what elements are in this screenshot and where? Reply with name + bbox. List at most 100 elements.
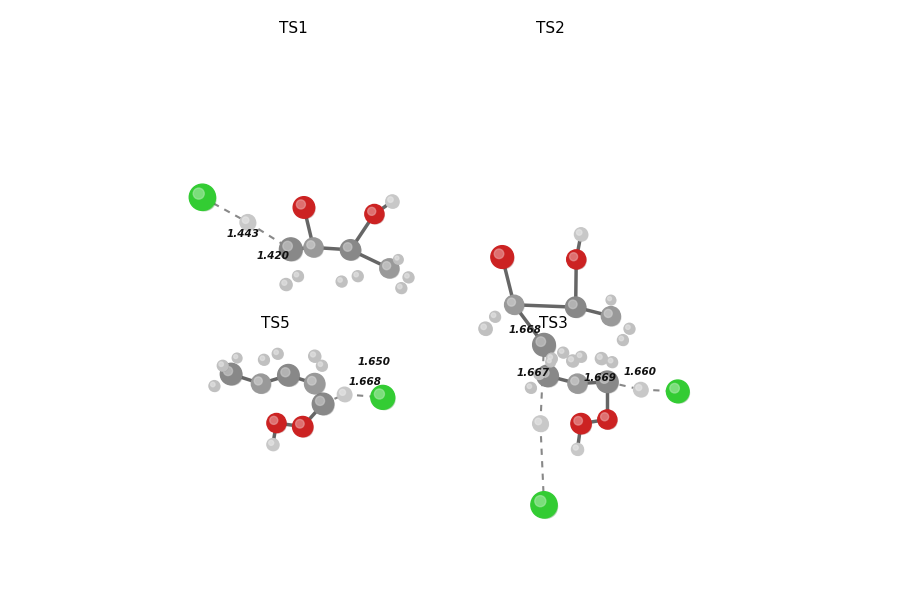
Circle shape (526, 382, 536, 393)
Circle shape (405, 274, 414, 283)
Circle shape (537, 365, 559, 386)
Circle shape (316, 361, 327, 371)
Circle shape (219, 362, 224, 367)
Circle shape (280, 367, 300, 386)
Circle shape (636, 385, 649, 397)
Text: TS3: TS3 (540, 316, 568, 331)
Circle shape (272, 349, 283, 359)
Circle shape (337, 387, 352, 401)
Circle shape (573, 445, 578, 450)
Circle shape (626, 325, 630, 329)
Text: 1.660: 1.660 (624, 367, 657, 377)
Circle shape (547, 359, 551, 363)
Circle shape (318, 362, 322, 367)
Circle shape (193, 188, 204, 199)
Circle shape (267, 413, 286, 433)
Circle shape (548, 355, 557, 364)
Circle shape (269, 416, 278, 424)
Circle shape (570, 253, 578, 261)
Circle shape (670, 383, 690, 403)
Circle shape (221, 364, 242, 385)
Circle shape (634, 382, 648, 397)
Circle shape (495, 249, 504, 259)
Circle shape (576, 230, 582, 235)
Circle shape (243, 217, 249, 223)
Circle shape (608, 358, 617, 368)
Circle shape (279, 238, 302, 260)
Circle shape (307, 376, 325, 394)
Circle shape (626, 325, 635, 334)
Circle shape (217, 361, 228, 371)
Circle shape (234, 355, 242, 363)
Circle shape (606, 357, 617, 367)
Text: 1.650: 1.650 (357, 356, 390, 367)
Circle shape (292, 271, 303, 281)
Circle shape (367, 208, 376, 215)
Circle shape (353, 271, 363, 281)
Circle shape (374, 389, 395, 410)
Text: 1.668: 1.668 (348, 377, 381, 388)
Circle shape (490, 311, 500, 322)
Circle shape (535, 496, 546, 506)
Circle shape (269, 416, 287, 433)
Circle shape (344, 243, 352, 251)
Circle shape (559, 349, 569, 358)
Circle shape (569, 253, 586, 269)
Circle shape (307, 241, 315, 249)
Circle shape (267, 439, 278, 451)
Circle shape (619, 336, 628, 346)
Circle shape (224, 367, 233, 376)
Text: TS1: TS1 (279, 21, 308, 36)
Circle shape (494, 249, 514, 269)
Circle shape (211, 382, 215, 387)
Circle shape (535, 418, 541, 425)
Circle shape (569, 300, 577, 308)
Circle shape (548, 355, 552, 359)
Circle shape (311, 352, 315, 357)
Circle shape (601, 413, 608, 421)
Circle shape (540, 368, 549, 377)
Circle shape (575, 352, 586, 362)
Circle shape (307, 241, 323, 257)
Circle shape (568, 374, 587, 393)
Circle shape (260, 356, 265, 361)
Circle shape (636, 385, 642, 391)
Text: 1.443: 1.443 (226, 229, 259, 239)
Circle shape (209, 380, 220, 391)
Circle shape (282, 241, 302, 261)
Circle shape (534, 495, 558, 518)
Circle shape (536, 337, 546, 346)
Circle shape (274, 350, 278, 355)
Circle shape (567, 355, 579, 367)
Circle shape (336, 276, 347, 287)
Circle shape (297, 200, 305, 209)
Circle shape (600, 374, 609, 383)
Circle shape (540, 368, 559, 387)
Circle shape (339, 389, 352, 402)
Circle shape (481, 324, 492, 335)
Circle shape (190, 184, 215, 211)
Circle shape (398, 284, 407, 293)
Circle shape (577, 353, 586, 362)
Circle shape (354, 272, 364, 281)
Text: 1.420: 1.420 (256, 251, 289, 262)
Circle shape (491, 313, 500, 322)
Circle shape (341, 239, 361, 260)
Circle shape (312, 393, 333, 415)
Circle shape (403, 272, 414, 283)
Circle shape (670, 383, 680, 393)
Circle shape (371, 385, 395, 409)
Circle shape (396, 283, 407, 293)
Circle shape (338, 278, 343, 282)
Circle shape (254, 377, 271, 394)
Circle shape (367, 207, 384, 224)
Circle shape (338, 278, 347, 287)
Circle shape (536, 337, 556, 356)
Circle shape (234, 355, 237, 359)
Circle shape (531, 492, 557, 518)
Circle shape (296, 200, 315, 218)
Circle shape (574, 228, 587, 241)
Circle shape (274, 350, 283, 359)
Circle shape (233, 353, 242, 363)
Circle shape (599, 374, 618, 393)
